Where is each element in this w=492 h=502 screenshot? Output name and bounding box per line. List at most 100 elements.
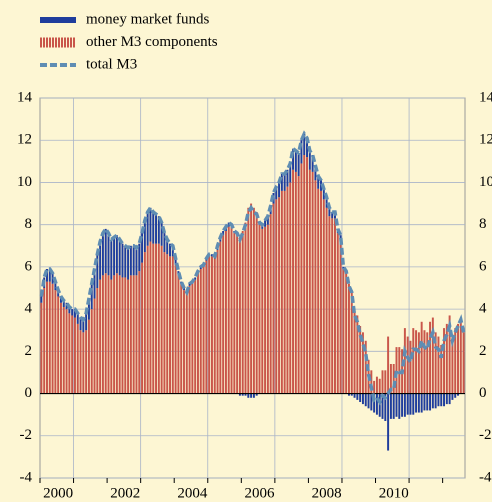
bar <box>196 273 199 394</box>
y2-tick-label: 10 <box>479 174 492 190</box>
bar <box>373 393 376 413</box>
bar <box>54 290 57 394</box>
legend-swatch <box>61 37 63 48</box>
y2-tick-label: -2 <box>479 427 492 443</box>
y2-tick-label: 12 <box>479 132 492 148</box>
bar <box>426 332 429 394</box>
bar <box>213 258 216 394</box>
y2-tick-label: -4 <box>479 469 492 485</box>
y2-tick-label: 6 <box>479 258 487 274</box>
bar <box>375 376 378 394</box>
bar <box>434 332 437 394</box>
bar <box>448 315 451 394</box>
bar <box>292 169 295 394</box>
bar <box>230 226 233 394</box>
bar <box>101 233 104 276</box>
bar <box>82 319 85 333</box>
y2-tick-label: 14 <box>479 89 492 105</box>
bar <box>395 393 398 417</box>
legend-swatch <box>67 37 69 48</box>
bar <box>93 298 96 394</box>
bar <box>370 370 373 394</box>
bar <box>141 233 144 263</box>
bar <box>409 393 412 415</box>
bar <box>398 393 401 419</box>
bar <box>71 309 74 316</box>
bar <box>266 224 269 394</box>
bar <box>250 203 253 394</box>
bar <box>445 393 448 405</box>
bar <box>342 266 345 269</box>
bar <box>143 220 146 253</box>
bar <box>171 245 174 257</box>
bar <box>325 207 328 394</box>
bar <box>392 364 395 394</box>
bar <box>241 393 244 396</box>
bar <box>115 235 118 274</box>
bar <box>252 207 255 394</box>
bar <box>219 241 222 394</box>
legend-swatch <box>55 37 57 48</box>
bar <box>275 199 278 394</box>
bar <box>241 231 244 394</box>
bar <box>160 222 163 246</box>
bar <box>381 393 384 419</box>
bar <box>294 171 297 394</box>
bar <box>255 212 258 394</box>
bar <box>401 393 404 417</box>
bar <box>222 231 225 236</box>
bar <box>459 319 462 394</box>
bar <box>82 332 85 394</box>
bar <box>174 258 177 265</box>
bar <box>255 393 258 396</box>
bar <box>216 250 219 394</box>
bar <box>68 307 71 314</box>
bar <box>124 277 127 394</box>
bar <box>431 393 434 409</box>
bar <box>51 283 54 394</box>
bar <box>146 212 149 246</box>
bar <box>157 216 160 244</box>
bar <box>79 317 82 331</box>
bar <box>46 269 48 282</box>
bar <box>99 279 102 394</box>
bar <box>356 393 359 400</box>
bar <box>409 340 412 394</box>
bar <box>48 269 51 282</box>
bar <box>334 218 336 394</box>
bar <box>378 378 381 394</box>
bar <box>350 393 353 396</box>
bar <box>269 214 272 394</box>
bar <box>264 226 267 394</box>
bar <box>188 283 191 286</box>
bar <box>73 317 76 394</box>
y-tick-label: -2 <box>20 427 33 443</box>
bar <box>275 186 278 200</box>
bar <box>387 393 390 451</box>
bar <box>40 302 43 394</box>
bar <box>57 296 60 394</box>
bar <box>440 393 443 407</box>
bar <box>244 222 247 394</box>
bar <box>292 148 295 170</box>
bar <box>247 393 250 398</box>
bar <box>99 241 102 280</box>
bar <box>163 252 166 394</box>
bar <box>113 237 116 276</box>
bar <box>320 190 322 394</box>
bar <box>127 247 130 280</box>
bar <box>132 245 135 276</box>
bar <box>236 235 239 394</box>
bar <box>59 302 62 394</box>
x-tick-label: 2006 <box>244 485 275 501</box>
bar <box>437 393 440 407</box>
bar <box>174 264 177 394</box>
y-tick-label: 4 <box>25 301 33 317</box>
bar <box>183 290 185 394</box>
bar <box>48 281 51 394</box>
bar <box>141 262 144 394</box>
bar <box>118 275 121 394</box>
bar <box>244 393 247 396</box>
bar <box>171 256 174 394</box>
bar <box>113 275 116 394</box>
